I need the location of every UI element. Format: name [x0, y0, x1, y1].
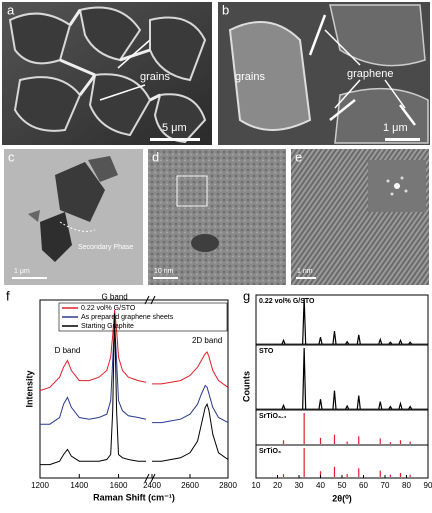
y-axis-label: Counts [241, 371, 251, 402]
label: grains [140, 71, 170, 83]
spectrum-line [40, 313, 229, 466]
subplot-frame [255, 344, 429, 411]
peak [281, 403, 286, 410]
spectrum-line [39, 309, 229, 392]
panel-letter: e [295, 149, 302, 164]
peak [302, 347, 307, 410]
peak [408, 405, 413, 410]
x-tick-label: 1600 [110, 481, 128, 490]
x-axis-label: Raman Shift (cm⁻¹) [93, 492, 175, 502]
peak [388, 341, 393, 345]
label: Secondary Phase [78, 244, 133, 251]
x-tick-label: 90 [424, 481, 432, 490]
peak [378, 401, 383, 410]
label: graphene [347, 68, 394, 80]
label: grains [235, 71, 265, 83]
series-label: STO [259, 348, 274, 355]
panel-letter: d [152, 149, 159, 164]
peak [281, 338, 286, 345]
legend-box [58, 302, 228, 332]
subplot-frame [255, 444, 429, 479]
scale-bar-label: 1 μm [14, 268, 30, 275]
peak [345, 404, 350, 410]
panel-letter: g [243, 288, 250, 303]
peak [356, 334, 361, 345]
legend-label: 0.22 vol% G/STO [81, 305, 136, 312]
x-tick-label: 50 [338, 481, 347, 490]
series-label: SrTiO₃.₄ [259, 413, 286, 420]
series-label: SrTiO₃ [259, 448, 281, 455]
peak [302, 297, 307, 345]
x-tick-label: 2800 [219, 481, 237, 490]
panel-letter: a [7, 2, 15, 17]
x-tick-label: 2400 [143, 481, 161, 490]
series-label: 0.22 vol% G/STO [259, 298, 315, 305]
spectrum-line [40, 323, 229, 425]
y-axis-label: Intensity [24, 370, 34, 407]
panel-e: e 1 nm [291, 149, 429, 285]
legend-label: Starting Graphite [81, 323, 134, 330]
x-tick-label: 10 [252, 481, 261, 490]
x-tick-label: 40 [316, 481, 325, 490]
peak [332, 390, 337, 410]
x-tick-label: 1400 [70, 481, 88, 490]
annotation: D band [55, 346, 81, 355]
panel-letter: f [6, 288, 10, 303]
x-tick-label: 30 [295, 481, 304, 490]
peak [398, 401, 403, 410]
peak [345, 340, 350, 345]
peak [398, 338, 403, 345]
peak [318, 336, 323, 345]
x-tick-label: 1200 [31, 481, 49, 490]
x-tick-label: 20 [273, 481, 282, 490]
peak [318, 399, 323, 410]
panel-b: b grains graphene 1 μm [218, 2, 430, 145]
peak [388, 405, 393, 410]
axis-break [144, 295, 156, 483]
peak [378, 337, 383, 345]
x-tick-label: 60 [359, 481, 368, 490]
panel-letter: b [222, 2, 229, 17]
scale-bar-label: 10 nm [154, 268, 174, 275]
x-tick-label: 2600 [181, 481, 199, 490]
panel-d: d 10 nm [148, 149, 286, 285]
legend-label: As prepared graphene sheets [81, 314, 174, 321]
plot-frame [39, 299, 229, 479]
panel-letter: c [8, 149, 15, 164]
panel-a: a grains 5 μm [2, 2, 212, 145]
peak [408, 341, 413, 345]
x-tick-label: 70 [381, 481, 390, 490]
peak [332, 331, 337, 345]
annotation: 2D band [192, 336, 222, 345]
scale-bar-label: 5 μm [162, 122, 187, 134]
panel-c: c Secondary Phase 1 μm [4, 149, 143, 285]
annotation: G band [101, 292, 127, 301]
scale-bar-label: 1 nm [297, 268, 313, 275]
scale-bar-label: 1 μm [383, 122, 408, 134]
x-axis-label: 2θ(⁰) [332, 493, 351, 503]
peak [356, 395, 361, 410]
x-tick-label: 80 [402, 481, 411, 490]
